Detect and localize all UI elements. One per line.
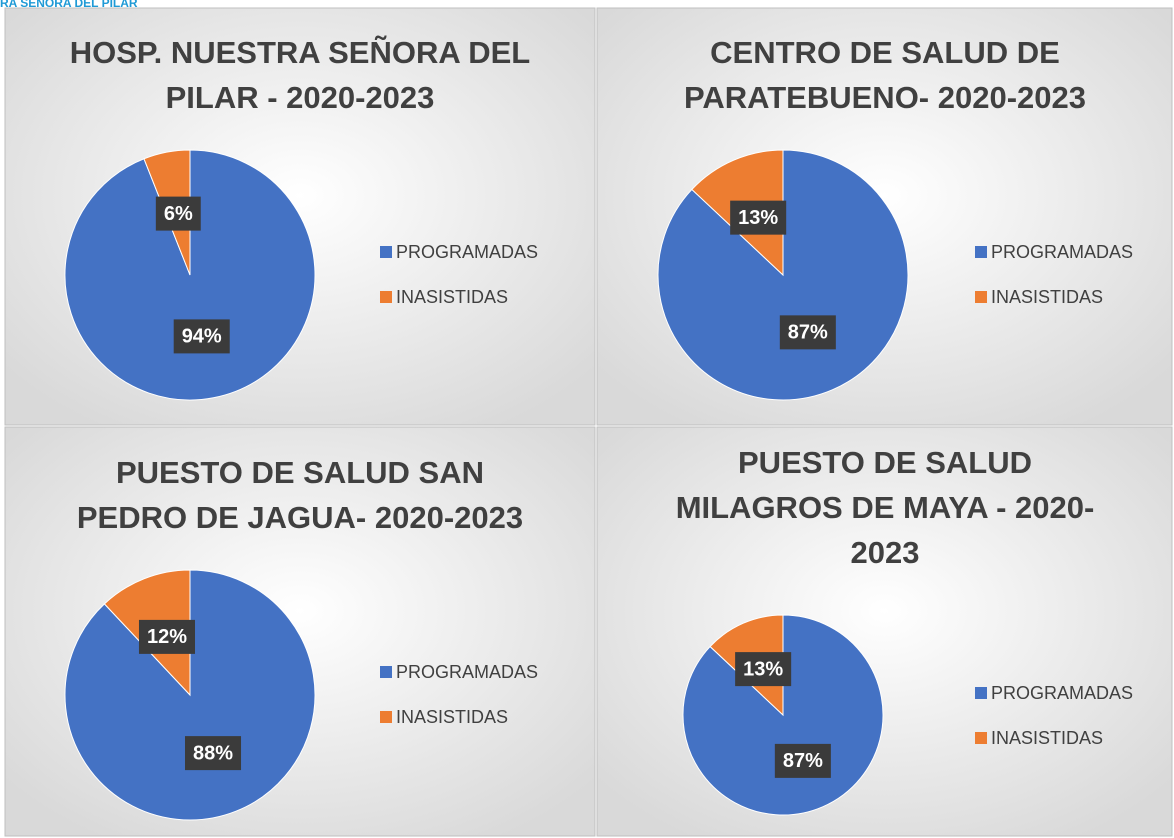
pie-slice: [64, 149, 316, 401]
legend-label: PROGRAMADAS: [396, 662, 538, 682]
chart-title: PILAR - 2020-2023: [166, 80, 435, 115]
chart-panel: [596, 426, 1173, 837]
legend-swatch: [975, 687, 987, 699]
pie-slice: [64, 569, 316, 821]
data-label: 88%: [193, 742, 233, 764]
chart-title: MILAGROS DE MAYA - 2020-: [676, 490, 1095, 525]
data-label: 87%: [788, 322, 828, 344]
chart-title: CENTRO DE SALUD DE: [710, 35, 1060, 70]
data-label: 6%: [164, 203, 193, 225]
logo-text: RA SEÑORA DEL PILAR: [0, 0, 138, 10]
chart-title: HOSP. NUESTRA SEÑORA DEL: [70, 35, 530, 70]
legend-swatch: [380, 711, 392, 723]
data-label: 13%: [743, 658, 783, 680]
label-box: [774, 743, 831, 778]
label-box: [779, 315, 836, 350]
chart-title: PUESTO DE SALUD: [738, 445, 1032, 480]
chart-title: 2023: [851, 535, 920, 570]
label-box: [730, 200, 787, 235]
data-label: 87%: [783, 750, 823, 772]
legend-label: INASISTIDAS: [991, 287, 1103, 307]
data-label: 12%: [147, 626, 187, 648]
label-box: [184, 736, 242, 771]
legend-swatch: [380, 291, 392, 303]
pie-slice: [657, 149, 909, 401]
label-box: [735, 652, 792, 687]
data-label: 13%: [738, 207, 778, 229]
legend-swatch: [380, 246, 392, 258]
legend-swatch: [975, 732, 987, 744]
chart-title: PARATEBUENO- 2020-2023: [684, 80, 1086, 115]
legend-swatch: [975, 246, 987, 258]
legend-swatch: [380, 666, 392, 678]
chart-title: PUESTO DE SALUD SAN: [116, 455, 484, 490]
legend-swatch: [975, 291, 987, 303]
label-box: [173, 319, 230, 354]
legend-label: INASISTIDAS: [991, 728, 1103, 748]
data-label: 94%: [182, 326, 222, 348]
label-box: [138, 619, 196, 654]
legend-label: PROGRAMADAS: [991, 242, 1133, 262]
legend-label: PROGRAMADAS: [396, 242, 538, 262]
label-box: [155, 196, 201, 231]
legend-label: INASISTIDAS: [396, 287, 508, 307]
legend-label: PROGRAMADAS: [991, 683, 1133, 703]
legend-label: INASISTIDAS: [396, 707, 508, 727]
chart-title: PEDRO DE JAGUA- 2020-2023: [77, 500, 523, 535]
